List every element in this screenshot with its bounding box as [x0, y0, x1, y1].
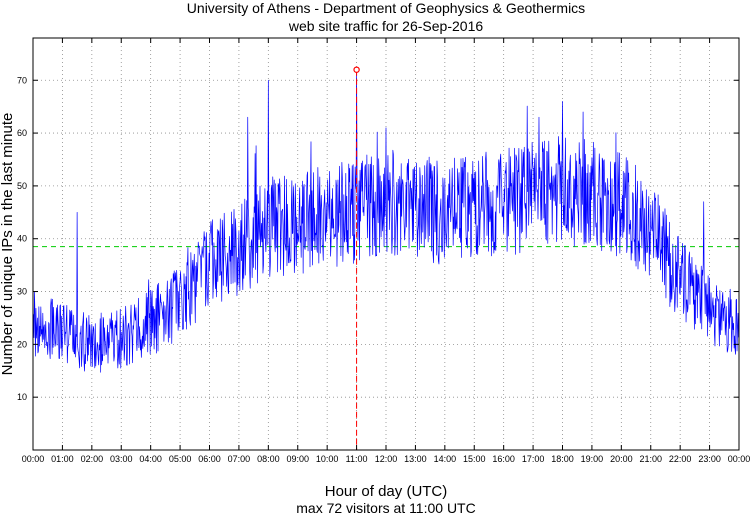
max-marker-group: [353, 66, 360, 450]
x-tick-label: 16:00: [492, 454, 515, 464]
plot-frame: [32, 37, 740, 451]
y-tick-label: 40: [17, 234, 27, 244]
y-axis-label: Number of unique IPs in the last minute: [0, 113, 16, 376]
x-tick-label: 01:00: [51, 454, 74, 464]
x-tick-label: 23:00: [698, 454, 721, 464]
y-tick-label: 20: [17, 339, 27, 349]
x-tick-label: 04:00: [139, 454, 162, 464]
y-axis-ticks: 10 20 30 40 50 60 70: [17, 75, 739, 402]
y-tick-label: 30: [17, 287, 27, 297]
x-tick-label: 08:00: [257, 454, 280, 464]
y-tick-label: 60: [17, 128, 27, 138]
y-tick-label: 10: [17, 392, 27, 402]
visitors-series-line: [32, 69, 739, 373]
x-tick-label: 00:00: [728, 454, 750, 464]
x-axis-ticks: 00:00 01:00 02:00 03:00 04:00 05:00 06:00 07:00…: [22, 38, 750, 464]
y-tick-label: 50: [17, 181, 27, 191]
x-axis-label: Hour of day (UTC): [325, 483, 448, 500]
x-tick-label: 12:00: [375, 454, 398, 464]
chart-subtitle: web site traffic for 26-Sep-2016: [288, 18, 484, 34]
x-tick-label: 05:00: [169, 454, 192, 464]
max-marker-point: [353, 66, 360, 73]
x-tick-label: 17:00: [522, 454, 545, 464]
x-tick-label: 11:00: [346, 454, 368, 464]
x-tick-label: 21:00: [639, 454, 662, 464]
x-tick-label: 10:00: [316, 454, 339, 464]
x-tick-label: 02:00: [81, 454, 104, 464]
chart-title: University of Athens - Department of Geo…: [187, 0, 585, 16]
y-tick-label: 70: [17, 75, 27, 85]
grid-lines: [33, 38, 739, 450]
max-visitors-footer: max 72 visitors at 11:00 UTC: [296, 500, 475, 515]
series-group: [32, 69, 739, 373]
x-tick-label: 15:00: [463, 454, 486, 464]
x-tick-label: 18:00: [551, 454, 574, 464]
x-tick-label: 14:00: [434, 454, 457, 464]
x-tick-label: 03:00: [110, 454, 133, 464]
x-tick-label: 22:00: [669, 454, 692, 464]
x-tick-label: 20:00: [610, 454, 633, 464]
x-tick-label: 09:00: [286, 454, 309, 464]
x-tick-label: 13:00: [404, 454, 427, 464]
x-tick-label: 07:00: [228, 454, 251, 464]
x-tick-label: 19:00: [581, 454, 604, 464]
x-tick-label: 00:00: [22, 454, 45, 464]
x-tick-label: 06:00: [198, 454, 221, 464]
